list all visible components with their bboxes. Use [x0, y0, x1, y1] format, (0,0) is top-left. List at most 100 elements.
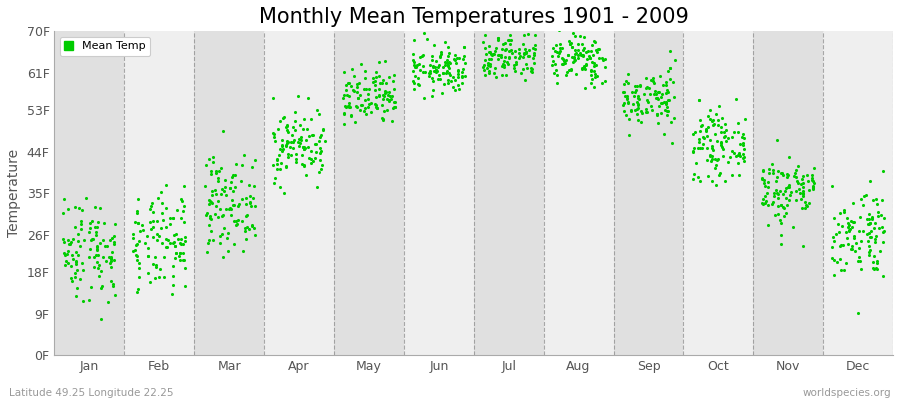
Point	[350, 95, 365, 102]
Point	[659, 78, 673, 85]
Point	[337, 92, 351, 99]
Point	[448, 77, 463, 83]
Point	[340, 80, 355, 86]
Point	[876, 229, 890, 235]
Point	[454, 73, 469, 80]
Point	[575, 52, 590, 58]
Point	[700, 144, 715, 151]
Point	[861, 243, 876, 249]
Point	[518, 61, 533, 67]
Point	[758, 199, 772, 206]
Point	[482, 43, 496, 49]
Point	[706, 121, 721, 128]
Point	[776, 204, 790, 210]
Point	[478, 57, 492, 64]
Point	[620, 96, 634, 102]
Point	[203, 227, 218, 234]
Point	[652, 89, 666, 96]
Point	[166, 215, 180, 222]
Point	[248, 203, 262, 210]
Point	[451, 71, 465, 78]
Point	[871, 209, 886, 216]
Point	[521, 30, 535, 37]
Point	[372, 72, 386, 79]
Point	[385, 118, 400, 124]
Point	[61, 248, 76, 254]
Point	[482, 70, 497, 76]
Point	[358, 68, 373, 74]
Point	[159, 236, 174, 242]
Point	[91, 252, 105, 258]
Text: Latitude 49.25 Longitude 22.25: Latitude 49.25 Longitude 22.25	[9, 388, 174, 398]
Point	[243, 199, 257, 205]
Point	[628, 86, 643, 93]
Point	[276, 114, 291, 121]
Point	[178, 234, 193, 240]
Point	[663, 65, 678, 71]
Point	[105, 281, 120, 287]
Point	[667, 94, 681, 100]
Point	[128, 246, 142, 253]
Point	[82, 228, 96, 235]
Point	[152, 273, 166, 280]
Point	[64, 263, 78, 269]
Point	[387, 72, 401, 78]
Point	[514, 70, 528, 76]
Point	[130, 220, 145, 226]
Point	[168, 243, 183, 250]
Point	[736, 131, 751, 137]
Point	[292, 93, 306, 100]
Point	[441, 62, 455, 68]
Point	[650, 95, 664, 102]
Point	[130, 252, 145, 259]
Point	[853, 258, 868, 264]
Point	[551, 53, 565, 60]
Point	[664, 140, 679, 146]
Point	[130, 207, 144, 214]
Point	[736, 140, 751, 146]
Point	[545, 53, 560, 60]
Point	[74, 218, 88, 224]
Point	[130, 210, 144, 216]
Point	[224, 212, 238, 218]
Point	[496, 61, 510, 67]
Point	[353, 92, 367, 98]
Point	[844, 246, 859, 252]
Point	[630, 111, 644, 117]
Point	[433, 76, 447, 82]
Point	[842, 228, 856, 234]
Point	[448, 60, 463, 66]
Point	[852, 228, 867, 234]
Point	[508, 48, 522, 54]
Point	[76, 267, 90, 273]
Point	[68, 204, 82, 210]
Point	[76, 237, 91, 243]
Point	[644, 76, 658, 83]
Point	[848, 248, 862, 254]
Point	[644, 106, 659, 113]
Point	[375, 102, 390, 108]
Point	[297, 163, 311, 170]
Point	[128, 219, 142, 226]
Point	[626, 93, 641, 99]
Point	[780, 202, 795, 209]
Point	[437, 81, 452, 87]
Point	[701, 112, 716, 119]
Point	[577, 64, 591, 70]
Point	[94, 268, 109, 274]
Point	[761, 201, 776, 208]
Point	[799, 172, 814, 178]
Point	[446, 74, 460, 80]
Point	[215, 254, 230, 260]
Point	[176, 257, 191, 263]
Point	[868, 232, 883, 239]
Point	[626, 101, 641, 108]
Point	[279, 164, 293, 170]
Point	[70, 238, 85, 244]
Point	[640, 84, 654, 90]
Point	[777, 204, 791, 211]
Point	[229, 222, 243, 228]
Point	[516, 54, 530, 60]
Point	[571, 47, 585, 53]
Point	[489, 45, 503, 51]
